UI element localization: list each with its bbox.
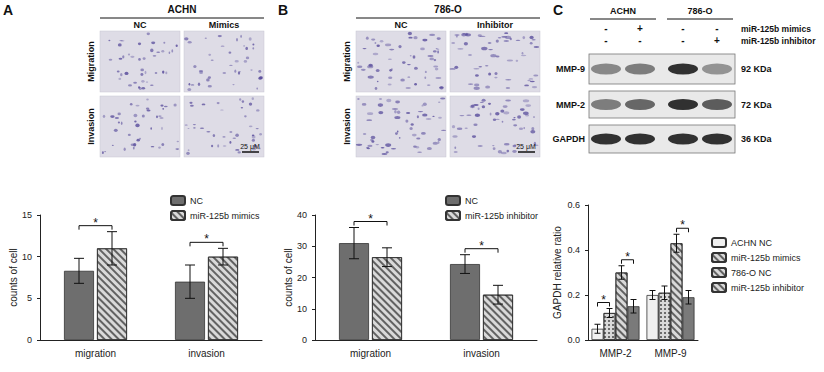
svg-text:NC: NC [190,196,203,206]
svg-text:miR-125b inhibitor: miR-125b inhibitor [465,211,538,221]
svg-text:0.6: 0.6 [567,200,580,210]
svg-text:*: * [625,250,630,264]
svg-text:GAPDH relative ratio: GAPDH relative ratio [552,226,563,319]
svg-text:40: 40 [297,210,307,220]
svg-text:-: - [715,23,718,34]
svg-text:786-O NC: 786-O NC [731,268,772,278]
svg-text:Invasion: Invasion [342,108,352,145]
svg-text:Migration: Migration [342,41,352,82]
svg-text:Inhibitor: Inhibitor [477,20,513,30]
svg-text:786-O: 786-O [434,4,462,15]
svg-text:*: * [204,232,209,246]
svg-text:-: - [638,35,641,46]
svg-text:5: 5 [27,293,32,303]
svg-text:GAPDH: GAPDH [552,134,585,144]
svg-text:-: - [681,35,684,46]
svg-text:10: 10 [22,252,32,262]
svg-text:MMP-2: MMP-2 [599,348,632,359]
svg-text:+: + [637,23,643,34]
svg-text:Mimics: Mimics [209,20,240,30]
svg-text:counts of cell: counts of cell [8,248,19,306]
svg-text:*: * [601,293,606,307]
svg-text:*: * [93,216,98,230]
svg-text:NC: NC [134,20,147,30]
svg-text:0.2: 0.2 [567,290,580,300]
svg-text:migration: migration [350,348,391,359]
svg-text:36 KDa: 36 KDa [741,134,773,144]
svg-text:NC: NC [395,20,408,30]
svg-text:counts of cell: counts of cell [283,248,294,306]
svg-text:*: * [368,212,373,226]
svg-text:Invasion: Invasion [86,108,96,145]
svg-text:786-O: 786-O [687,6,712,16]
svg-text:*: * [680,218,685,232]
svg-text:15: 15 [22,210,32,220]
svg-text:NC: NC [465,196,478,206]
svg-text:ACHN NC: ACHN NC [731,238,773,248]
svg-text:-: - [604,23,607,34]
svg-text:Migration: Migration [86,41,96,82]
svg-text:0: 0 [27,335,32,345]
svg-text:72 KDa: 72 KDa [741,100,773,110]
svg-text:C: C [553,2,563,18]
svg-text:miR-125b inhibitor: miR-125b inhibitor [741,36,816,46]
svg-text:-: - [681,23,684,34]
svg-text:ACHN: ACHN [168,4,197,15]
svg-text:25 μM: 25 μM [240,143,260,151]
svg-text:20: 20 [297,273,307,283]
svg-text:miR-125b mimics: miR-125b mimics [741,24,811,34]
svg-text:MMP-2: MMP-2 [556,100,585,110]
svg-text:MMP-9: MMP-9 [654,348,687,359]
svg-text:MMP-9: MMP-9 [556,64,585,74]
svg-text:10: 10 [297,304,307,314]
svg-text:migration: migration [75,348,116,359]
svg-text:0.4: 0.4 [567,245,580,255]
svg-text:miR-125b mimics: miR-125b mimics [190,211,260,221]
svg-text:*: * [479,239,484,253]
svg-text:A: A [3,2,13,18]
svg-text:0: 0 [302,335,307,345]
svg-text:miR-125b inhibitor: miR-125b inhibitor [731,283,804,293]
svg-text:92 KDa: 92 KDa [741,64,773,74]
svg-text:B: B [278,2,288,18]
svg-text:invasion: invasion [188,348,225,359]
svg-text:0.0: 0.0 [567,335,580,345]
svg-text:25 μM: 25 μM [516,143,536,151]
svg-text:-: - [604,35,607,46]
svg-text:30: 30 [297,241,307,251]
svg-text:invasion: invasion [463,348,500,359]
svg-text:+: + [714,35,720,46]
svg-text:miR-125b mimics: miR-125b mimics [731,253,801,263]
svg-text:ACHN: ACHN [610,6,636,16]
